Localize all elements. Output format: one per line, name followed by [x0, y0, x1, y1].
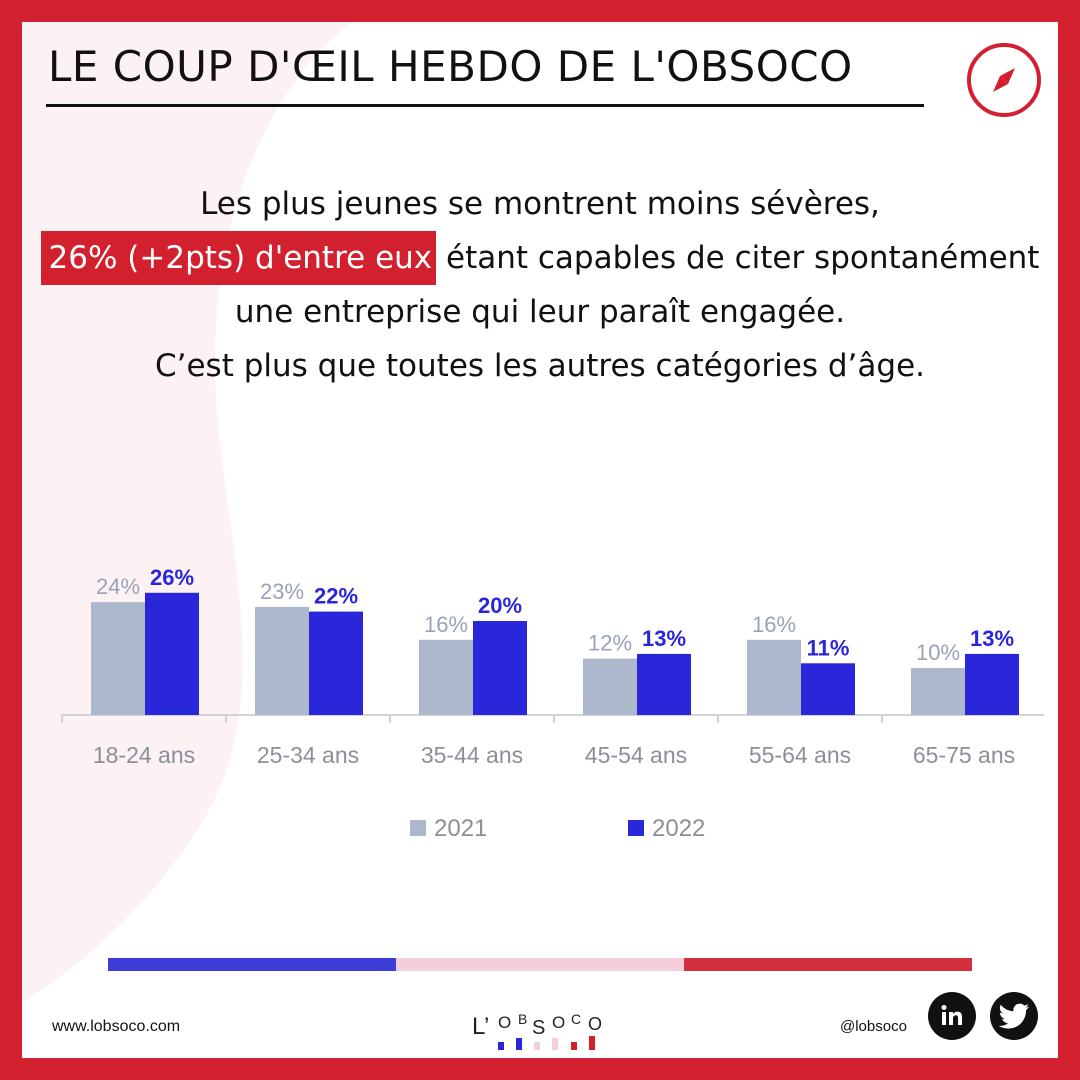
bar-2021 — [419, 639, 473, 715]
bar-2021 — [747, 639, 801, 715]
twitter-icon[interactable] — [990, 992, 1038, 1040]
data-label-2022: 13% — [970, 626, 1014, 651]
intro-line-3: une entreprise qui leur paraît engagée. — [234, 294, 846, 330]
bar-2022 — [309, 611, 363, 715]
bar-2021 — [91, 602, 145, 715]
legend-label-2022: 2022 — [652, 815, 705, 842]
svg-text:S: S — [532, 1017, 545, 1039]
data-label-2021: 23% — [260, 579, 304, 604]
obsoco-logo: L’ O B S O C O — [472, 1012, 602, 1050]
data-label-2021: 12% — [588, 631, 632, 656]
data-label-2021: 16% — [424, 612, 468, 637]
intro-text: Les plus jeunes se montrent moins sévère… — [22, 177, 1058, 393]
data-label-2022: 22% — [314, 584, 358, 609]
tricolor-segment-blue — [108, 958, 396, 971]
bar-2022 — [145, 592, 199, 715]
tricolor-segment-pink — [396, 958, 684, 971]
intro-line-1: Les plus jeunes se montrent moins sévère… — [200, 186, 880, 222]
category-label: 35-44 ans — [421, 742, 523, 768]
legend-swatch-2022 — [628, 820, 644, 836]
svg-text:O: O — [498, 1013, 511, 1032]
bar-2021 — [911, 668, 965, 715]
category-label: 55-64 ans — [749, 742, 851, 768]
card: LE COUP D'ŒIL HEBDO DE L'OBSOCO Les plus… — [22, 22, 1058, 1058]
highlight-stat: 26% (+2pts) d'entre eux — [40, 231, 437, 285]
data-label-2022: 20% — [478, 593, 522, 618]
category-label: 18-24 ans — [93, 742, 195, 768]
legend-swatch-2021 — [410, 820, 426, 836]
data-label-2021: 16% — [752, 612, 796, 637]
bar-2022 — [473, 621, 527, 715]
data-label-2022: 11% — [807, 635, 850, 660]
svg-text:O: O — [588, 1014, 602, 1034]
page-title: LE COUP D'ŒIL HEBDO DE L'OBSOCO — [48, 42, 853, 91]
data-label-2021: 24% — [96, 574, 140, 599]
compass-icon — [967, 43, 1041, 117]
data-label-2022: 26% — [150, 565, 194, 590]
bar-chart: 24% 26% 18-24 ans 23% 22% 25-34 ans 16% 20% 35-4… — [61, 565, 1044, 842]
intro-line-2: 26% (+2pts) d'entre eux étant capables d… — [22, 231, 1058, 285]
bar-2022 — [801, 663, 855, 715]
title-underline — [46, 104, 924, 107]
linkedin-icon[interactable] — [928, 992, 976, 1040]
category-label: 65-75 ans — [913, 742, 1015, 768]
social-handle: @lobsoco — [840, 1018, 907, 1035]
svg-text:C: C — [571, 1012, 581, 1027]
tricolor-bar — [108, 958, 972, 971]
data-label-2021: 10% — [916, 640, 960, 665]
bar-2022 — [637, 653, 691, 715]
category-label: 45-54 ans — [585, 742, 687, 768]
intro-line-4: C’est plus que toutes les autres catégor… — [154, 348, 926, 384]
legend-label-2021: 2021 — [434, 815, 487, 842]
svg-text:O: O — [552, 1013, 565, 1032]
bar-2022 — [965, 653, 1019, 715]
bar-2021 — [255, 606, 309, 715]
tricolor-segment-red — [684, 958, 972, 971]
bar-2021 — [583, 658, 637, 715]
svg-text:L’: L’ — [472, 1013, 489, 1040]
category-label: 25-34 ans — [257, 742, 359, 768]
intro-line-2-rest: étant capables de citer spontanément — [436, 240, 1040, 276]
data-label-2022: 13% — [642, 626, 686, 651]
svg-text:B: B — [518, 1012, 527, 1027]
website-link[interactable]: www.lobsoco.com — [52, 1018, 181, 1035]
